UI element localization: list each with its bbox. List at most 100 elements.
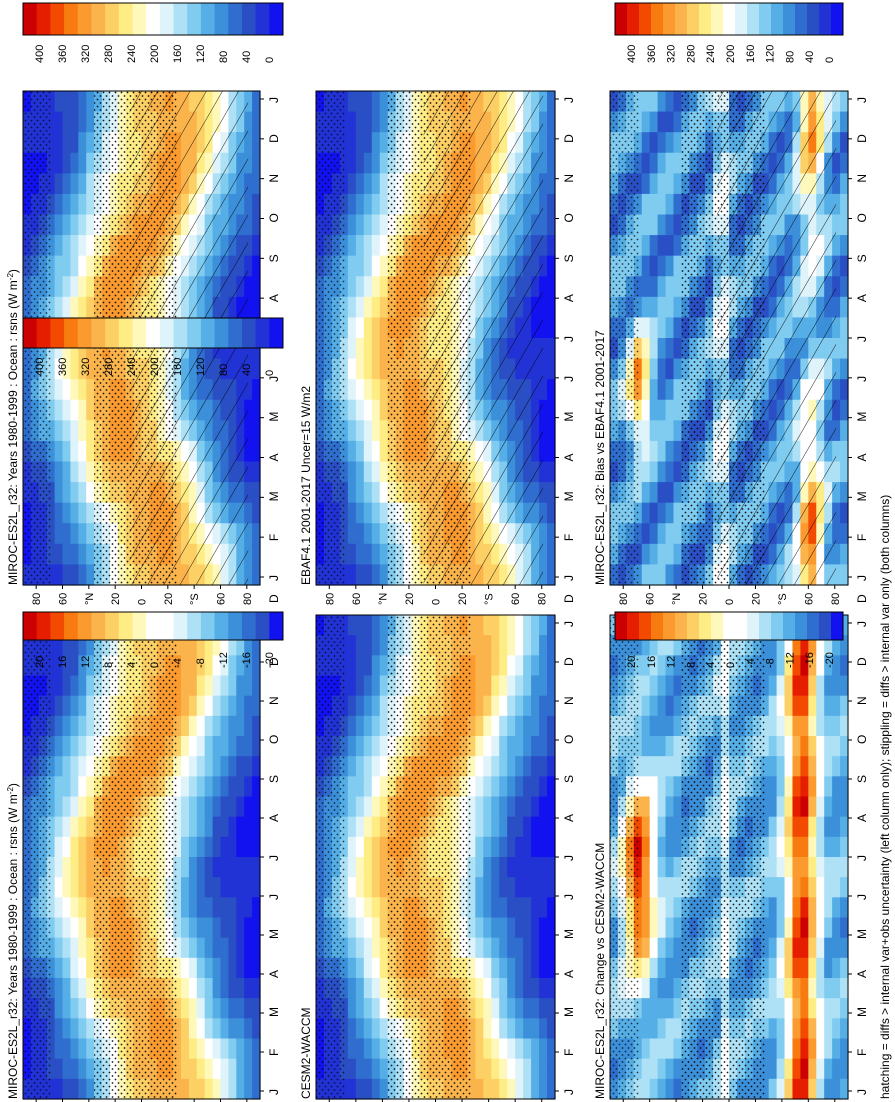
heatmap-cell bbox=[483, 836, 492, 858]
heatmap-cell bbox=[252, 917, 261, 939]
heatmap-cell bbox=[649, 978, 659, 999]
heatmap-cell bbox=[641, 635, 651, 656]
heatmap-cell bbox=[539, 615, 548, 636]
heatmap-cell bbox=[641, 816, 651, 838]
heatmap-cell bbox=[363, 816, 373, 838]
heatmap-cell bbox=[800, 796, 809, 818]
heatmap-cell bbox=[252, 998, 261, 1019]
heatmap-cell bbox=[475, 957, 484, 979]
heatmap-cell bbox=[800, 776, 809, 798]
heatmap-cell bbox=[244, 379, 253, 401]
heatmap-cell bbox=[212, 776, 222, 798]
colorbar-swatch bbox=[687, 612, 700, 640]
heatmap-cell bbox=[547, 420, 556, 442]
heatmap-cell bbox=[792, 816, 801, 838]
heatmap-cell bbox=[491, 1018, 500, 1040]
heatmap-cell bbox=[531, 998, 540, 1019]
heatmap-cell bbox=[641, 338, 651, 360]
heatmap-cell bbox=[355, 543, 365, 566]
heatmap-cell bbox=[252, 132, 261, 154]
stippling-overlay bbox=[316, 615, 345, 1099]
heatmap-cell bbox=[523, 1058, 532, 1080]
heatmap-cell bbox=[840, 877, 849, 898]
month-tick-label: S bbox=[267, 254, 281, 262]
heatmap-cell bbox=[379, 338, 389, 360]
heatmap-cell bbox=[515, 635, 524, 656]
heatmap-cell bbox=[371, 655, 381, 677]
heatmap-cell bbox=[760, 857, 770, 878]
heatmap-cell bbox=[832, 675, 841, 697]
heatmap-cell bbox=[776, 756, 786, 777]
colorbar-frame bbox=[614, 611, 844, 641]
heatmap-cell bbox=[379, 917, 389, 939]
heatmap-cell bbox=[228, 957, 237, 979]
heatmap-cell bbox=[244, 440, 253, 463]
heatmap-cell bbox=[792, 877, 801, 898]
heatmap-cell bbox=[673, 917, 682, 939]
heatmap-cell bbox=[832, 214, 841, 236]
heatmap-cell bbox=[832, 715, 841, 737]
heatmap-cell bbox=[188, 836, 198, 858]
heatmap-cell bbox=[70, 338, 79, 360]
colorbar-swatch bbox=[50, 3, 65, 35]
heatmap-cell bbox=[371, 358, 381, 380]
stippling-overlay bbox=[94, 615, 178, 1099]
month-tick-label: M bbox=[562, 1007, 576, 1017]
heatmap-cell bbox=[499, 1018, 508, 1040]
panel-title: CESM2-WACCM bbox=[299, 1007, 313, 1099]
heatmap-cell bbox=[808, 736, 817, 757]
heatmap-cell bbox=[86, 998, 95, 1019]
heatmap-cell bbox=[379, 296, 389, 319]
heatmap-cell bbox=[70, 379, 79, 401]
heatmap-cell bbox=[252, 816, 261, 838]
heatmap-cell bbox=[181, 897, 190, 919]
heatmap-cell bbox=[379, 276, 389, 298]
heatmap-cell bbox=[70, 358, 79, 380]
heatmap-cell bbox=[507, 1058, 516, 1080]
heatmap-cell bbox=[665, 461, 675, 483]
heatmap-cell bbox=[355, 917, 365, 939]
colorbar-label: -8 bbox=[765, 658, 777, 668]
heatmap-cell bbox=[816, 897, 825, 919]
heatmap-cell bbox=[832, 695, 841, 717]
heatmap-cell bbox=[547, 1078, 556, 1100]
heatmap-cell bbox=[212, 1018, 222, 1040]
heatmap-cell bbox=[840, 897, 849, 919]
heatmap-cell bbox=[800, 1018, 809, 1040]
heatmap-cell bbox=[539, 399, 548, 421]
heatmap-cell bbox=[86, 379, 95, 401]
heatmap-cell bbox=[531, 655, 540, 677]
heatmap-cell bbox=[641, 695, 651, 717]
heatmap-cell bbox=[236, 655, 245, 677]
heatmap-cell bbox=[228, 857, 237, 878]
heatmap-cell bbox=[181, 937, 190, 959]
heatmap-cell bbox=[371, 296, 381, 319]
heatmap-cell bbox=[649, 255, 659, 277]
heatmap-cell bbox=[539, 276, 548, 298]
heatmap-cell bbox=[649, 776, 659, 798]
heatmap-cell bbox=[539, 675, 548, 697]
heatmap-cell bbox=[523, 675, 532, 697]
heatmap-cell bbox=[657, 796, 667, 818]
heatmap-cell bbox=[547, 255, 556, 277]
heatmap-cell bbox=[363, 173, 373, 195]
colorbar-label: -16 bbox=[804, 652, 816, 668]
heatmap-cell bbox=[475, 655, 484, 677]
heatmap-cell bbox=[483, 756, 492, 777]
heatmap-cell bbox=[196, 1078, 206, 1100]
colorbar-swatch bbox=[771, 612, 784, 640]
heatmap-cell bbox=[673, 695, 682, 717]
heatmap-cell bbox=[355, 776, 365, 798]
heatmap-cell bbox=[649, 857, 659, 878]
heatmap-cell bbox=[347, 91, 357, 113]
colorbar-swatch bbox=[64, 318, 79, 348]
lat-tick-label: 60 bbox=[351, 593, 363, 605]
heatmap-cell bbox=[792, 756, 801, 777]
heatmap-cell bbox=[800, 897, 809, 919]
heatmap-cell bbox=[228, 715, 237, 737]
heatmap-cell bbox=[539, 543, 548, 566]
heatmap-cell bbox=[539, 91, 548, 113]
heatmap-cell bbox=[78, 756, 87, 777]
month-tick-label: D bbox=[855, 134, 869, 143]
heatmap-cell bbox=[475, 836, 484, 858]
